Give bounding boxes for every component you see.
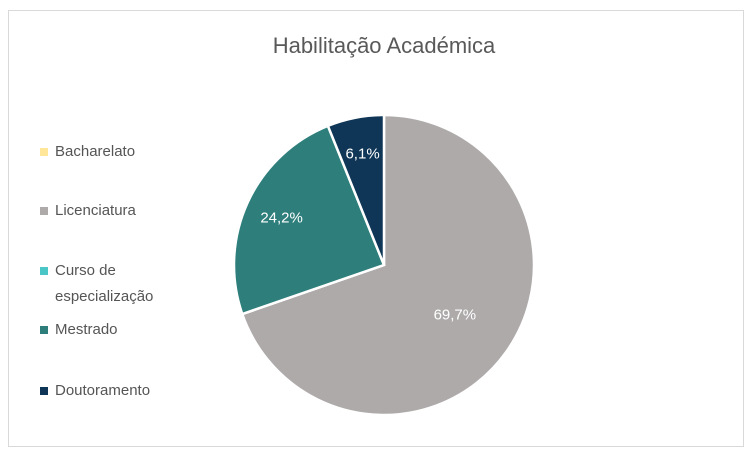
data-label: 24,2% xyxy=(260,209,303,226)
legend-label: Doutoramento xyxy=(55,382,151,399)
legend-swatch xyxy=(40,148,48,156)
legend-swatch xyxy=(40,267,48,275)
legend-item: Curso de especialização xyxy=(40,258,190,310)
data-label: 69,7% xyxy=(434,306,477,323)
legend-item: Doutoramento xyxy=(40,378,190,404)
legend-swatch xyxy=(40,207,48,215)
data-label: 6,1% xyxy=(345,146,379,163)
pie-slice xyxy=(240,113,536,417)
legend-item: Mestrado xyxy=(40,317,190,343)
legend-item: Licenciatura xyxy=(40,198,190,224)
legend-item: Bacharelato xyxy=(40,139,190,165)
pie-slice xyxy=(326,113,386,266)
legend-swatch xyxy=(40,326,48,334)
legend-label: Curso de especialização xyxy=(55,262,154,305)
legend-label: Mestrado xyxy=(55,321,118,338)
legend-label: Bacharelato xyxy=(55,143,136,160)
legend-swatch xyxy=(40,387,48,395)
chart-title: Habilitação Académica xyxy=(273,33,496,58)
legend-label: Licenciatura xyxy=(55,202,136,219)
